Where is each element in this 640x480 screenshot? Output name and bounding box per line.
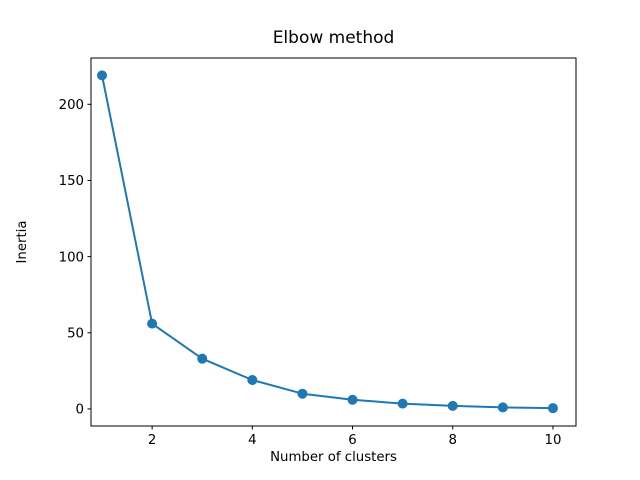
x-tick-label: 6 xyxy=(348,433,356,448)
y-tick-label: 50 xyxy=(67,326,84,341)
y-tick-label: 0 xyxy=(76,403,84,418)
data-point-marker xyxy=(147,318,158,329)
y-axis-label: Inertia xyxy=(15,220,30,264)
x-tick-label: 10 xyxy=(544,433,561,448)
x-tick-label: 4 xyxy=(248,433,256,448)
data-point-marker xyxy=(397,398,408,409)
y-tick-label: 200 xyxy=(59,98,84,113)
y-tick-label: 100 xyxy=(59,250,84,265)
data-point-marker xyxy=(297,388,308,399)
x-axis-label: Number of clusters xyxy=(270,450,397,465)
chart-title: Elbow method xyxy=(272,28,395,48)
data-point-marker xyxy=(447,400,458,411)
data-point-marker xyxy=(247,375,258,385)
x-tick-label: 2 xyxy=(148,433,156,448)
plot-area xyxy=(90,57,577,427)
data-point-marker xyxy=(347,394,358,405)
data-point-marker xyxy=(97,70,108,81)
inertia-line xyxy=(101,74,554,410)
data-point-marker xyxy=(547,403,558,414)
x-tick-label: 8 xyxy=(449,433,457,448)
data-point-marker xyxy=(497,402,508,413)
y-tick-label: 150 xyxy=(59,174,84,189)
data-point-marker xyxy=(197,353,208,364)
